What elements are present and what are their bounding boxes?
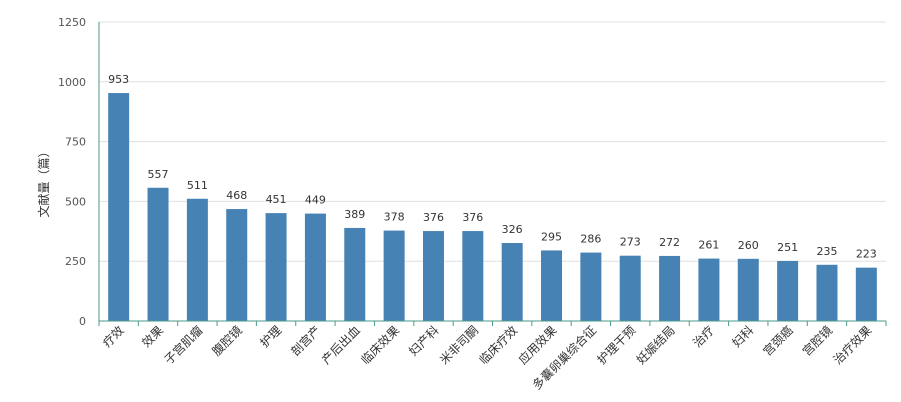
- bar: [816, 264, 838, 321]
- data-label: 376: [462, 211, 483, 224]
- y-axis-title: 文献量（篇）: [36, 145, 51, 217]
- data-label: 251: [777, 241, 798, 254]
- bar: [501, 243, 523, 321]
- grid-lines: [99, 21, 886, 262]
- data-label: 261: [698, 239, 719, 252]
- bar: [855, 267, 877, 321]
- y-tick-label: 1000: [58, 76, 86, 89]
- bar: [383, 230, 405, 321]
- data-label: 273: [620, 236, 641, 249]
- bar: [344, 227, 366, 321]
- bar: [226, 209, 248, 321]
- data-labels: 953 557 511 468 451 449 389 378 376 376 326 295 286 2…: [108, 73, 877, 261]
- data-label: 326: [502, 223, 523, 236]
- x-tick-label: 产后出血: [319, 323, 363, 367]
- x-tick-label: 治疗效果: [830, 323, 875, 368]
- x-tick-label: 妇产科: [406, 323, 441, 358]
- data-label: 286: [580, 233, 601, 246]
- bar: [541, 250, 563, 321]
- x-tick-label: 妊娠结局: [634, 323, 678, 367]
- data-label: 272: [659, 236, 680, 249]
- y-tick-label: 0: [79, 315, 86, 328]
- bar: [265, 213, 287, 321]
- bar: [777, 260, 799, 321]
- data-label: 389: [344, 208, 365, 221]
- x-tick-label: 宫颈癌: [760, 323, 796, 359]
- x-tick-label: 子宫肌瘤: [161, 323, 206, 368]
- x-tick-label: 剖宫产: [287, 323, 323, 359]
- x-tick-label: 临床效果: [358, 323, 403, 368]
- x-tick-label: 妇科: [730, 323, 757, 350]
- bar: [737, 258, 759, 321]
- bars: [108, 93, 877, 322]
- bar: [186, 198, 208, 321]
- data-label: 295: [541, 230, 562, 243]
- x-tick-label: 效果: [139, 323, 167, 351]
- data-label: 378: [384, 211, 405, 224]
- bar: [422, 231, 444, 321]
- bar: [580, 252, 602, 321]
- y-axis-ticks: 0 250 500 750 1000 1250: [58, 16, 86, 328]
- bar: [108, 93, 130, 322]
- data-label: 235: [816, 245, 837, 258]
- data-label: 511: [187, 179, 208, 192]
- x-tick-label: 护理: [257, 323, 284, 350]
- bar: [619, 255, 641, 321]
- bar: [147, 187, 169, 321]
- y-tick-label: 500: [65, 195, 86, 208]
- y-tick-label: 1250: [58, 16, 86, 29]
- bar: [698, 258, 720, 321]
- data-label: 557: [148, 168, 169, 181]
- y-tick-label: 750: [65, 136, 86, 149]
- data-label: 953: [108, 73, 129, 86]
- x-tick-label: 护理干预: [594, 323, 638, 367]
- x-tick-label: 米非司酮: [437, 323, 481, 367]
- data-label: 451: [266, 193, 287, 206]
- y-tick-label: 250: [65, 255, 86, 268]
- bar: [304, 213, 326, 321]
- data-label: 223: [856, 248, 877, 261]
- x-tick-label: 腹腔镜: [209, 323, 245, 359]
- x-tick-label: 宫腔镜: [799, 323, 835, 359]
- x-tick-label: 临床疗效: [476, 323, 521, 368]
- x-tick-label: 治疗: [690, 323, 717, 350]
- bar: [659, 255, 681, 321]
- data-label: 376: [423, 211, 444, 224]
- x-tick-label: 疗效: [99, 323, 127, 351]
- bar: [462, 231, 484, 321]
- data-label: 468: [226, 189, 247, 202]
- data-label: 449: [305, 194, 326, 207]
- data-label: 260: [738, 239, 759, 252]
